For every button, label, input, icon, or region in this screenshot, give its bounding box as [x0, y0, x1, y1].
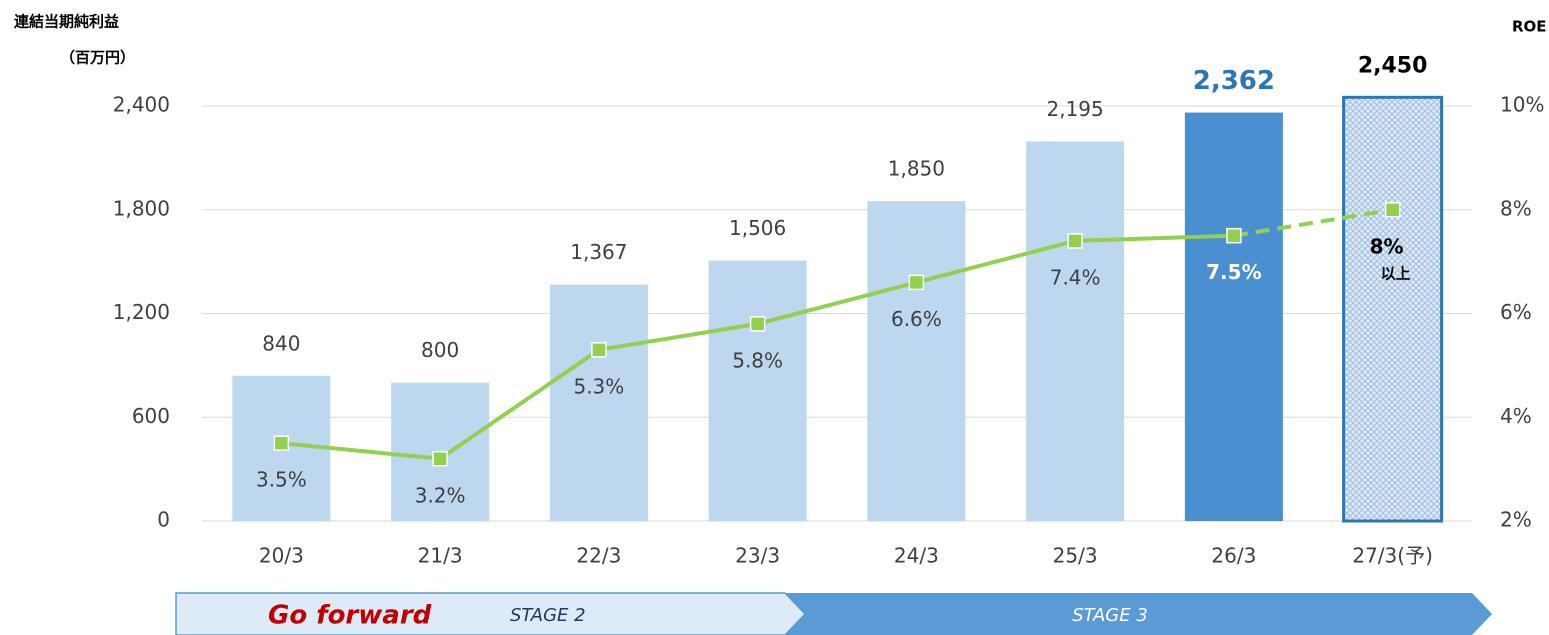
roe-marker [1226, 227, 1242, 244]
annotation: 以上 [1381, 264, 1411, 282]
roe-line [1233, 207, 1393, 238]
roe-marker [749, 316, 766, 332]
stage-3-band [785, 593, 1492, 635]
bar-value-label: 2,195 [1046, 97, 1103, 121]
x-tick-label: 27/3(予) [1352, 544, 1433, 568]
y-axis-title: 連結当期純利益 [14, 13, 119, 31]
bar-value-label: 1,850 [888, 157, 945, 181]
y2-tick-label: 2% [1500, 508, 1532, 532]
bar-value-label: 1,367 [570, 240, 627, 264]
roe-value-label: 7.5% [1206, 260, 1261, 284]
roe-value-label: 5.3% [573, 374, 624, 398]
x-tick-label: 26/3 [1211, 544, 1256, 568]
x-tick-label: 22/3 [576, 544, 621, 568]
y-axis-unit: （百万円） [60, 49, 135, 67]
y2-tick-label: 6% [1500, 300, 1532, 324]
roe-marker [273, 435, 290, 451]
roe-value-label: 3.5% [256, 468, 307, 492]
roe-value-label: 7.4% [1050, 265, 1101, 289]
roe-value-label: 3.2% [415, 483, 466, 507]
x-tick-label: 23/3 [735, 544, 780, 568]
bar [1342, 95, 1444, 523]
bar-value-label: 2,450 [1358, 53, 1428, 78]
bar [1026, 141, 1125, 521]
y2-axis-title: ROE [1512, 18, 1547, 36]
stage-label: STAGE 3 [1072, 605, 1148, 626]
bar-value-label: 1,506 [729, 216, 786, 240]
y-tick-label: 0 [157, 508, 170, 532]
roe-marker [1384, 202, 1401, 218]
bar-value-label: 2,362 [1193, 66, 1275, 96]
bar [867, 201, 966, 521]
roe-marker [432, 451, 448, 467]
roe-marker [1067, 233, 1083, 249]
logo: Go forward [268, 601, 432, 631]
bar [1184, 112, 1283, 521]
y2-tick-label: 10% [1500, 93, 1544, 117]
x-tick-label: 20/3 [259, 544, 304, 568]
roe-marker [908, 274, 925, 291]
stage-label: STAGE 2 [510, 605, 586, 626]
y-tick-label: 2,400 [113, 93, 170, 117]
bar [708, 260, 807, 521]
bar-value-label: 840 [262, 331, 300, 355]
x-tick-label: 24/3 [894, 544, 939, 568]
x-tick-label: 21/3 [418, 544, 463, 568]
roe-value-label: 8% [1370, 234, 1404, 258]
stage-banner: Go forward STAGE 2 STAGE 3 [175, 592, 1492, 635]
y2-tick-label: 8% [1500, 196, 1532, 220]
y-tick-label: 600 [132, 404, 170, 428]
roe-value-label: 6.6% [891, 307, 942, 331]
bar [549, 284, 648, 521]
y-tick-label: 1,200 [113, 300, 170, 324]
roe-value-label: 5.8% [732, 348, 783, 372]
y-tick-label: 1,800 [113, 196, 170, 220]
y2-tick-label: 4% [1500, 404, 1532, 428]
roe-marker [591, 342, 607, 358]
bar-value-label: 800 [421, 338, 459, 362]
x-tick-label: 25/3 [1053, 544, 1098, 568]
